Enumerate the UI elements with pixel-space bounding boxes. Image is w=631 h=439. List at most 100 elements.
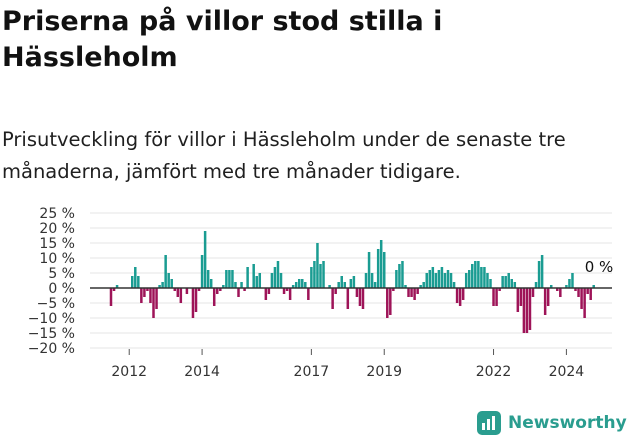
y-tick-label: 5 % xyxy=(48,266,75,282)
bar xyxy=(307,288,310,300)
bar xyxy=(131,276,134,288)
bar xyxy=(419,285,422,288)
bar xyxy=(583,288,586,318)
bar xyxy=(240,282,243,288)
bar xyxy=(158,285,161,288)
bar xyxy=(222,285,225,288)
bar xyxy=(234,282,237,288)
bar xyxy=(440,267,444,288)
y-tick-label: 15 % xyxy=(39,236,75,252)
y-tick-label: −15 % xyxy=(28,326,75,342)
bar xyxy=(489,279,492,288)
bar xyxy=(237,288,240,297)
bar xyxy=(297,279,301,288)
bar xyxy=(589,288,592,300)
bar xyxy=(352,276,356,288)
x-tick-label: 2017 xyxy=(294,364,330,380)
bar xyxy=(276,261,280,288)
x-axis: 2012 2014 2017 2019 2022 2024 xyxy=(111,349,584,380)
bar xyxy=(185,288,189,294)
bar xyxy=(452,282,456,288)
bar xyxy=(194,288,198,312)
bar xyxy=(173,288,177,291)
bar xyxy=(534,282,538,288)
page-subtitle: Prisutveckling för villor i Hässleholm u… xyxy=(2,128,566,183)
bar xyxy=(437,270,441,288)
x-tick-label: 2022 xyxy=(476,364,512,380)
bar xyxy=(340,276,343,288)
bar xyxy=(203,231,207,288)
bar xyxy=(343,282,347,288)
bar xyxy=(565,285,568,288)
bar xyxy=(492,288,495,306)
bar xyxy=(586,288,589,294)
y-tick-label: −10 % xyxy=(28,311,75,327)
bar xyxy=(516,288,520,312)
bar xyxy=(392,288,395,291)
bar xyxy=(370,273,374,288)
bar xyxy=(252,264,255,288)
bar xyxy=(279,273,283,288)
bar xyxy=(322,261,325,288)
bar xyxy=(197,288,201,291)
bar xyxy=(376,249,380,288)
bar xyxy=(200,255,204,288)
bar xyxy=(231,270,234,288)
bar xyxy=(504,276,507,288)
bar xyxy=(337,282,340,288)
bar xyxy=(513,282,517,288)
bar xyxy=(410,288,413,297)
bar xyxy=(483,267,486,288)
bar xyxy=(112,288,116,291)
bar xyxy=(152,288,155,318)
bar xyxy=(310,267,313,288)
bar xyxy=(401,261,404,288)
price-change-bar-chart: 25 %20 %15 %10 %5 %0 %−5 %−10 %−15 %−20 … xyxy=(28,206,614,380)
bar xyxy=(358,288,362,306)
bar xyxy=(334,288,337,294)
bar xyxy=(243,288,246,291)
bar xyxy=(464,273,468,288)
bar xyxy=(379,240,383,288)
bar xyxy=(422,282,425,288)
bar xyxy=(468,270,471,288)
bar xyxy=(206,270,210,288)
bar xyxy=(331,288,334,309)
bar xyxy=(285,288,289,291)
bar xyxy=(471,264,474,288)
bar xyxy=(301,279,304,288)
bar xyxy=(246,267,249,288)
bar xyxy=(328,285,331,288)
bars xyxy=(109,231,595,333)
bar xyxy=(480,267,483,288)
bar xyxy=(316,243,319,288)
bar xyxy=(282,288,286,294)
bar xyxy=(528,288,532,330)
bar xyxy=(270,273,274,288)
bar xyxy=(255,276,258,288)
newsworthy-logo-icon xyxy=(477,411,501,435)
bar xyxy=(577,288,580,297)
y-tick-label: −5 % xyxy=(37,296,75,312)
grid-lines xyxy=(90,212,612,349)
bar xyxy=(443,273,447,288)
bar xyxy=(431,267,435,288)
bar xyxy=(407,288,410,297)
bar xyxy=(559,288,562,297)
bar xyxy=(140,288,143,303)
bar xyxy=(179,288,183,303)
bar xyxy=(507,273,510,288)
bar xyxy=(294,282,298,288)
bar xyxy=(571,273,574,288)
latest-value-annotation: 0 % xyxy=(585,258,614,276)
bar xyxy=(346,288,350,309)
bar xyxy=(428,270,432,288)
bar xyxy=(143,288,146,297)
bar xyxy=(434,273,438,288)
bar xyxy=(355,288,359,297)
bar xyxy=(510,279,513,288)
x-tick-label: 2019 xyxy=(366,364,402,380)
bar xyxy=(149,288,152,303)
bar xyxy=(522,288,526,333)
bar xyxy=(161,282,164,288)
